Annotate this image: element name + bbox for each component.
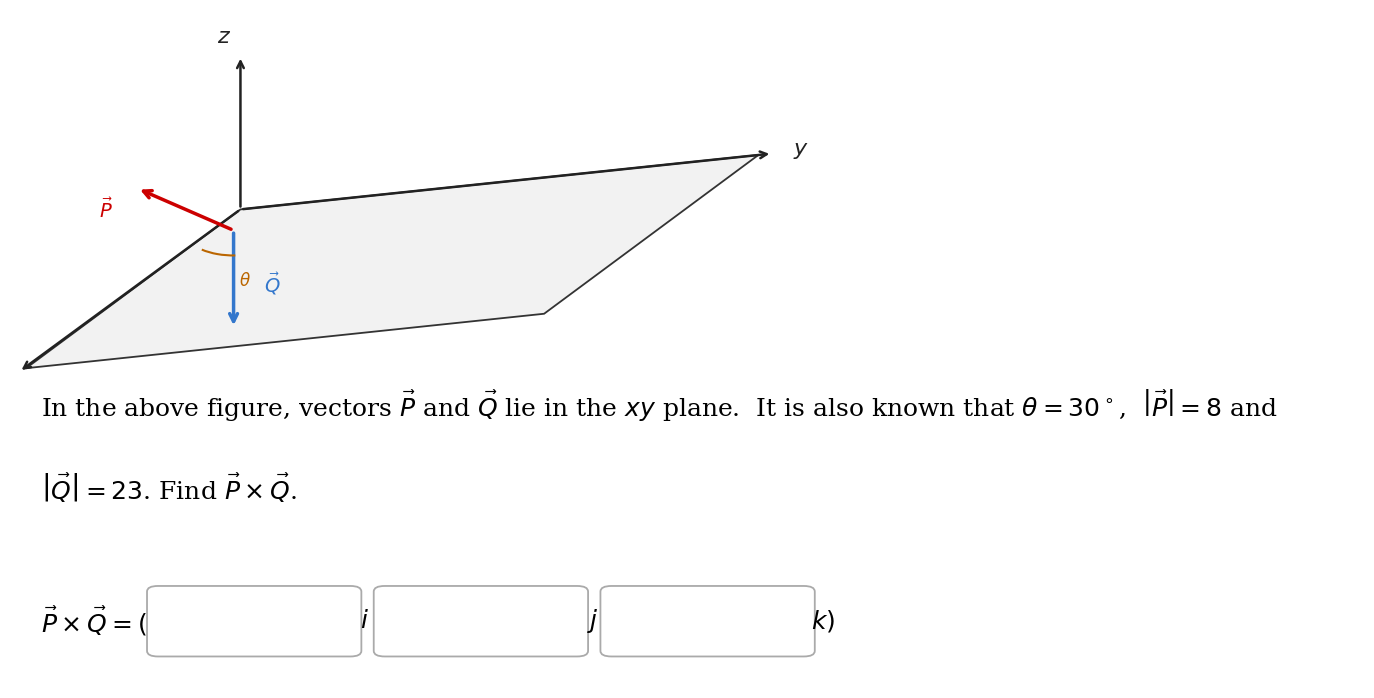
Text: $i+$: $i+$ bbox=[360, 610, 392, 632]
Text: $\left|\vec{Q}\right| = 23$. Find $\vec{P} \times \vec{Q}$.: $\left|\vec{Q}\right| = 23$. Find $\vec{… bbox=[41, 472, 297, 505]
Text: $k)$: $k)$ bbox=[811, 608, 835, 634]
Text: $\theta$: $\theta$ bbox=[239, 272, 250, 290]
Text: $\vec{P} \times \vec{Q} = ($: $\vec{P} \times \vec{Q} = ($ bbox=[41, 604, 147, 638]
Text: $y$: $y$ bbox=[793, 142, 809, 161]
Text: $z$: $z$ bbox=[217, 27, 231, 47]
Text: $j+$: $j+$ bbox=[587, 607, 621, 635]
FancyBboxPatch shape bbox=[600, 586, 815, 656]
Text: $\vec{Q}$: $\vec{Q}$ bbox=[264, 271, 280, 297]
FancyBboxPatch shape bbox=[374, 586, 588, 656]
FancyBboxPatch shape bbox=[147, 586, 361, 656]
Text: In the above figure, vectors $\vec{P}$ and $\vec{Q}$ lie in the $xy$ plane.  It : In the above figure, vectors $\vec{P}$ a… bbox=[41, 387, 1278, 423]
Text: $\vec{P}$: $\vec{P}$ bbox=[99, 198, 113, 221]
Polygon shape bbox=[26, 155, 758, 369]
